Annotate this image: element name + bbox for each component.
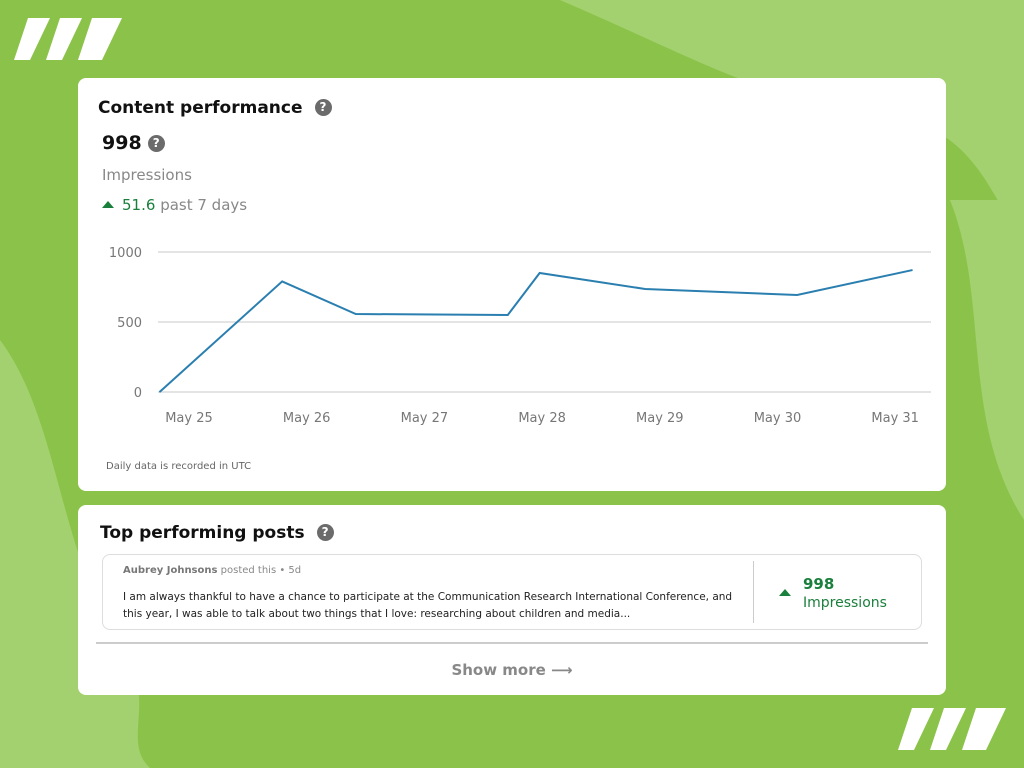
data-point [507, 314, 509, 316]
divider [96, 642, 928, 644]
y-tick-label: 500 [117, 316, 142, 331]
data-point [355, 313, 357, 315]
x-tick-label: May 30 [754, 411, 802, 426]
impressions-chart: 0 500 1000 May 25 May 26 May 27 May 28 May 29 Ma… [109, 246, 931, 426]
utc-note: Daily data is recorded in UTC [106, 461, 252, 472]
post-item[interactable]: Aubrey Johnsons posted this • 5d I am al… [102, 554, 922, 630]
divider [753, 561, 754, 623]
y-tick-label: 1000 [109, 246, 142, 261]
y-tick-label: 0 [134, 386, 142, 401]
impressions-label: Impressions [102, 166, 192, 184]
x-tick-label: May 29 [636, 411, 684, 426]
post-impressions: 998 Impressions [779, 575, 887, 611]
data-point [539, 272, 541, 274]
data-point [911, 269, 913, 271]
arrow-up-icon [102, 201, 114, 208]
logo-top-left [14, 18, 122, 60]
data-point [644, 288, 646, 290]
x-tick-label: May 31 [871, 411, 919, 426]
change-indicator: 51.6 past 7 days [102, 196, 247, 214]
card-title: Top performing posts? [100, 523, 334, 543]
show-more-button[interactable]: Show more ⟶ [451, 661, 573, 679]
data-point [281, 280, 283, 282]
card-title: Content performance? [98, 98, 332, 118]
post-text: I am always thankful to have a chance to… [123, 591, 733, 620]
post-author: Aubrey Johnsons posted this • 5d [123, 565, 302, 576]
impressions-value: 998? [102, 132, 165, 154]
x-tick-label: May 28 [518, 411, 566, 426]
x-tick-label: May 25 [165, 411, 213, 426]
help-icon[interactable]: ? [314, 99, 332, 116]
help-icon[interactable]: ? [147, 135, 165, 152]
logo-bottom-right [898, 708, 1006, 750]
top-posts-card: Top performing posts? Aubrey Johnsons po… [78, 505, 946, 695]
data-point [159, 391, 161, 393]
content-performance-card: Content performance? 998? Impressions 51… [78, 78, 946, 491]
help-icon[interactable]: ? [316, 524, 334, 541]
arrow-up-icon [779, 589, 791, 596]
data-point [796, 294, 798, 296]
x-tick-label: May 26 [283, 411, 331, 426]
x-tick-label: May 27 [401, 411, 449, 426]
series-line [158, 269, 913, 393]
